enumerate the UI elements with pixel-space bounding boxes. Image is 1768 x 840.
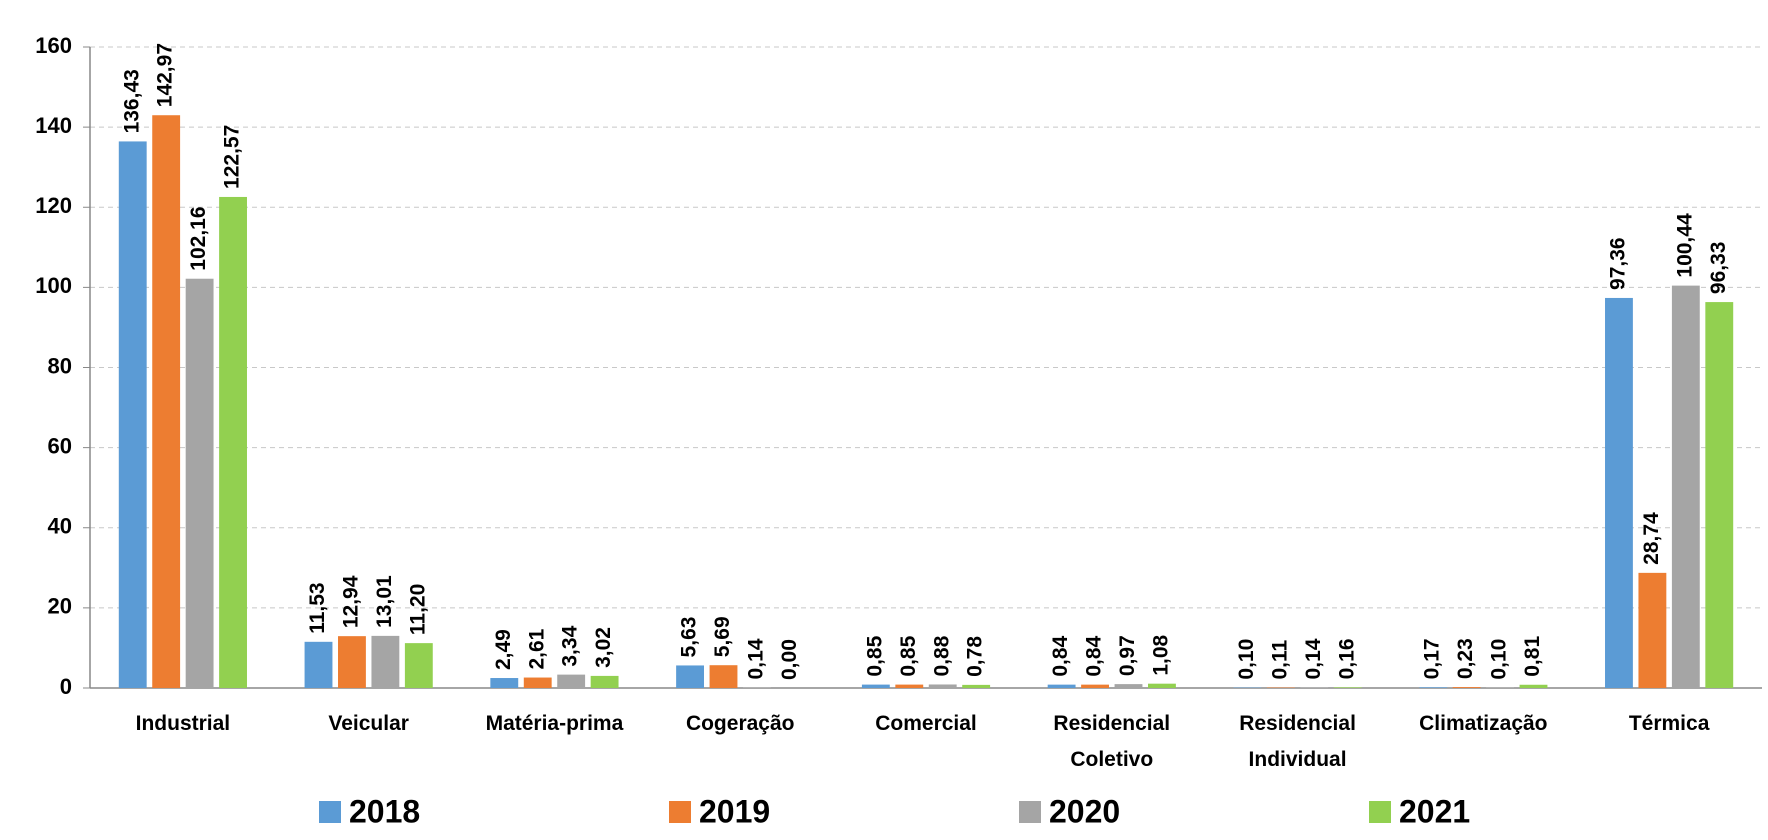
bar xyxy=(1671,285,1700,688)
y-tick-label: 40 xyxy=(48,514,72,539)
bar xyxy=(676,665,704,688)
value-label: 0,10 xyxy=(1235,639,1258,680)
value-label: 0,78 xyxy=(964,636,987,677)
value-label: 0,10 xyxy=(1488,639,1511,680)
y-tick-label: 160 xyxy=(35,33,72,58)
bar xyxy=(1047,684,1076,688)
value-label: 142,97 xyxy=(154,43,177,107)
bar xyxy=(185,278,214,688)
bar xyxy=(928,684,957,688)
value-label: 5,63 xyxy=(678,617,701,658)
bar xyxy=(1519,684,1548,688)
value-label: 11,53 xyxy=(306,582,329,633)
value-label: 0,14 xyxy=(744,638,767,679)
x-tick-label: Térmica xyxy=(1629,712,1710,735)
value-label: 2,61 xyxy=(525,628,548,669)
bar xyxy=(404,643,433,688)
legend-swatch xyxy=(1369,801,1391,823)
bar xyxy=(490,678,519,688)
value-label: 3,02 xyxy=(592,627,615,668)
bar xyxy=(1452,687,1481,688)
bar xyxy=(962,684,991,688)
bar xyxy=(743,687,771,688)
x-tick-label: Residencial Individual xyxy=(1239,712,1356,771)
legend-label: 2019 xyxy=(699,793,770,829)
value-label: 100,44 xyxy=(1673,213,1696,278)
value-label: 5,69 xyxy=(711,616,734,657)
y-tick-label: 60 xyxy=(48,433,72,458)
x-tick-label: Veicular xyxy=(328,712,409,735)
value-label: 0,17 xyxy=(1421,638,1444,679)
x-tick-label: Climatização xyxy=(1419,712,1547,735)
bar xyxy=(304,641,333,688)
value-label: 0,23 xyxy=(1454,638,1477,679)
value-label: 0,16 xyxy=(1335,638,1358,679)
bar xyxy=(371,635,400,688)
legend-label: 2021 xyxy=(1399,793,1470,829)
x-tick-label: Comercial xyxy=(875,712,977,735)
value-label: 11,20 xyxy=(406,584,429,635)
value-label: 28,74 xyxy=(1640,512,1663,565)
legend-swatch xyxy=(669,801,691,823)
value-label: 12,94 xyxy=(339,575,362,628)
bar xyxy=(1148,683,1176,688)
value-label: 97,36 xyxy=(1606,237,1629,290)
bar xyxy=(523,677,552,688)
legend-label: 2020 xyxy=(1049,793,1120,829)
value-label: 136,43 xyxy=(120,69,143,133)
bar xyxy=(1114,684,1143,688)
legend-swatch xyxy=(1019,801,1041,823)
value-label: 0,84 xyxy=(1049,635,1072,676)
bar xyxy=(1419,687,1448,688)
bar xyxy=(1081,684,1109,688)
value-label: 122,57 xyxy=(221,125,244,189)
value-label: 96,33 xyxy=(1707,242,1730,295)
value-label: 0,81 xyxy=(1521,636,1544,677)
y-tick-label: 100 xyxy=(35,273,72,298)
value-label: 1,08 xyxy=(1149,634,1172,675)
legend-swatch xyxy=(319,801,341,823)
bar xyxy=(1300,687,1329,688)
value-label: 102,16 xyxy=(187,206,210,270)
bar xyxy=(1333,687,1362,688)
bar xyxy=(152,115,181,688)
value-label: 0,85 xyxy=(863,635,886,676)
value-label: 0,85 xyxy=(897,635,920,676)
value-label: 0,84 xyxy=(1083,635,1106,676)
x-tick-label: Industrial xyxy=(136,712,231,735)
bar xyxy=(1638,572,1667,688)
value-label: 0,14 xyxy=(1302,638,1325,679)
bar xyxy=(1605,297,1633,688)
bar xyxy=(338,636,366,688)
y-tick-label: 120 xyxy=(35,193,72,218)
x-tick-label: Matéria-prima xyxy=(486,712,624,735)
bar xyxy=(590,675,619,688)
y-tick-label: 0 xyxy=(60,674,72,699)
y-tick-label: 140 xyxy=(35,113,72,138)
value-label: 3,34 xyxy=(559,625,582,666)
x-tick-label: Residencial Coletivo xyxy=(1053,712,1170,771)
value-label: 13,01 xyxy=(373,575,396,628)
value-label: 0,00 xyxy=(778,639,801,680)
bar xyxy=(1705,302,1734,688)
y-tick-label: 80 xyxy=(48,353,72,378)
bar xyxy=(861,684,890,688)
value-label: 0,11 xyxy=(1268,640,1291,680)
bar xyxy=(557,674,586,688)
legend-label: 2018 xyxy=(349,793,420,829)
value-label: 0,88 xyxy=(930,635,953,676)
bar xyxy=(895,684,924,688)
bar xyxy=(219,196,247,689)
value-label: 0,97 xyxy=(1116,635,1139,676)
bar xyxy=(709,665,738,688)
x-tick-label: Cogeração xyxy=(686,712,795,735)
value-label: 2,49 xyxy=(492,629,515,670)
bar xyxy=(118,141,147,688)
y-tick-label: 20 xyxy=(48,594,72,619)
